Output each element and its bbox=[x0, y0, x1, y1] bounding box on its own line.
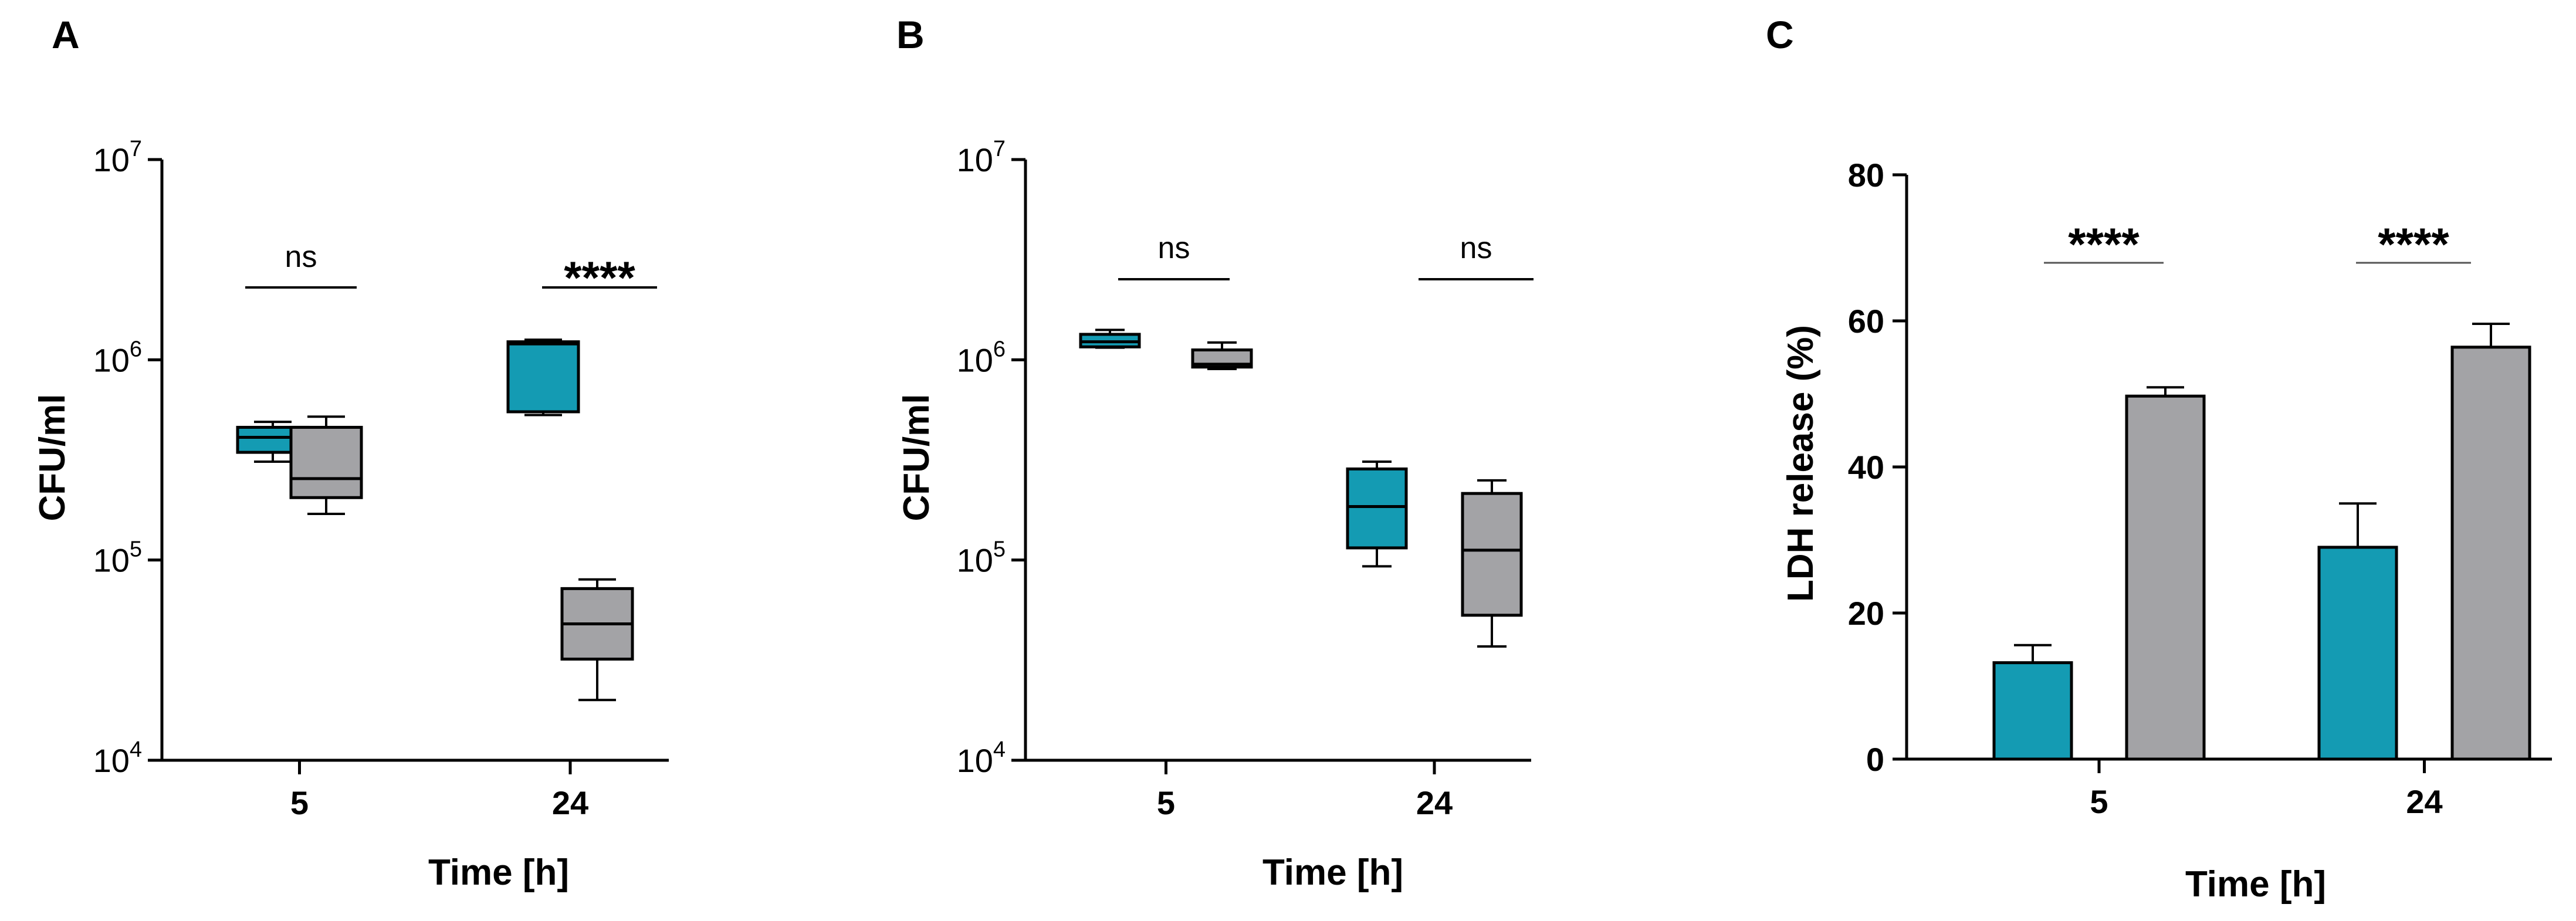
panel-c-y-axis-title: LDH release (%) bbox=[1780, 325, 1821, 602]
panel-c-y-tick-label: 60 bbox=[1848, 303, 1884, 340]
panel-a-significance-label: ns bbox=[285, 240, 317, 274]
panel-a-y-tick-label-exponent: 4 bbox=[130, 737, 142, 762]
panel-letter-c: C bbox=[1766, 13, 1794, 56]
panel-b-significance-label: ns bbox=[1460, 231, 1492, 265]
panel-b-x-tick-label: 5 bbox=[1157, 784, 1175, 821]
panel-a-y-tick-label: 107 bbox=[93, 137, 142, 178]
panel-a-y-tick-label-base: 10 bbox=[93, 742, 130, 779]
panel-a-y-tick-label-base: 10 bbox=[93, 141, 130, 178]
panel-a-significance-label: **** bbox=[564, 252, 635, 303]
panel-c-bar bbox=[2125, 394, 2206, 761]
panel-c-y-tick-label: 20 bbox=[1848, 595, 1884, 632]
panel-b-y-tick-label-base: 10 bbox=[957, 542, 993, 579]
panel-b-y-tick-label-base: 10 bbox=[957, 341, 993, 378]
panel-a-x-tick-label: 5 bbox=[290, 784, 309, 821]
panel-b-x-tick-label: 24 bbox=[1416, 784, 1453, 821]
panel-a-y-tick-label-exponent: 7 bbox=[130, 137, 142, 161]
panel-c-bar bbox=[2450, 346, 2531, 761]
panel-c-x-tick-label: 5 bbox=[2090, 783, 2108, 820]
panel-letter-a: A bbox=[52, 13, 80, 56]
panel-letter-b: B bbox=[896, 13, 925, 56]
panel-a-y-axis-title: CFU/ml bbox=[32, 394, 73, 522]
panel-b-y-tick-label-exponent: 6 bbox=[993, 337, 1006, 361]
panel-a-box bbox=[289, 425, 363, 499]
panel-b-y-tick-label: 105 bbox=[957, 537, 1006, 579]
panel-b-y-tick-label-base: 10 bbox=[957, 742, 993, 779]
panel-c-bar bbox=[1992, 661, 2073, 761]
panel-c-y-tick-label: 80 bbox=[1848, 157, 1884, 194]
panel-b-y-tick-label: 107 bbox=[957, 137, 1006, 178]
panel-a-box bbox=[506, 340, 580, 414]
panel-c-x-tick-label: 24 bbox=[2406, 783, 2442, 820]
panel-a-y-tick-label-exponent: 6 bbox=[130, 337, 142, 361]
panel-c-significance-label: **** bbox=[2378, 218, 2449, 270]
panel-a-x-tick-label: 24 bbox=[552, 784, 588, 821]
panel-b-significance-label: ns bbox=[1158, 231, 1190, 265]
panel-b-y-tick-label: 106 bbox=[957, 337, 1006, 378]
panel-a-y-tick-label: 105 bbox=[93, 537, 142, 579]
panel-b-x-axis-title: Time [h] bbox=[1262, 852, 1403, 893]
panel-b-y-tick-label-base: 10 bbox=[957, 141, 993, 178]
panel-c-y-tick-label: 40 bbox=[1848, 449, 1884, 486]
panel-b-y-tick-label-exponent: 7 bbox=[993, 137, 1006, 161]
panel-b-box bbox=[1346, 467, 1408, 550]
panel-b-y-tick-label: 104 bbox=[957, 737, 1006, 779]
panel-c-significance-label: **** bbox=[2068, 218, 2140, 270]
panel-c-x-axis-title: Time [h] bbox=[2185, 864, 2326, 905]
panel-b-y-tick-label-exponent: 4 bbox=[993, 737, 1006, 762]
panel-c-y-tick-label: 0 bbox=[1866, 741, 1884, 778]
panel-c-bar-chart: Time [h] LDH release (%) 0 20 40 60 80 5 24 ***… bbox=[1780, 157, 2552, 905]
panel-a-y-tick-label: 106 bbox=[93, 337, 142, 378]
panel-a-x-axis-title: Time [h] bbox=[428, 852, 569, 893]
panel-c-bar bbox=[2317, 546, 2398, 761]
panel-b-y-tick-label-exponent: 5 bbox=[993, 537, 1006, 562]
panel-b-y-axis-title: CFU/ml bbox=[896, 394, 937, 522]
panel-b-box bbox=[1461, 492, 1523, 617]
panel-a-y-tick-label-base: 10 bbox=[93, 542, 130, 579]
panel-a-y-tick-label-base: 10 bbox=[93, 341, 130, 378]
panel-a-y-tick-label: 104 bbox=[93, 737, 142, 779]
panel-a-y-tick-label-exponent: 5 bbox=[130, 537, 142, 562]
